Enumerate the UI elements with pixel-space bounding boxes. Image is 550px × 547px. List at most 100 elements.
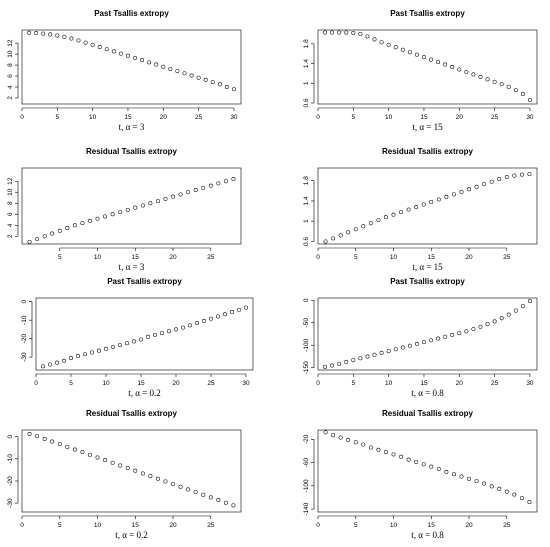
data-point (154, 62, 159, 67)
data-point (421, 340, 426, 345)
data-point (386, 349, 391, 354)
data-point (110, 460, 115, 465)
data-point (90, 350, 94, 355)
data-point (330, 30, 335, 35)
data-point (527, 98, 532, 103)
plot-frame (317, 429, 538, 513)
data-point (168, 66, 173, 71)
data-point (104, 47, 109, 52)
chart-title: Residual Tsallis extropy (86, 147, 178, 156)
data-point (331, 236, 336, 241)
data-point (163, 196, 168, 201)
data-point (125, 341, 129, 346)
chart-panel-2: Past Tsallis extropy t, α = 15 0 5 10 15 20 25 3… (303, 9, 538, 132)
data-point (148, 474, 153, 479)
x-tick-label: 10 (89, 114, 97, 121)
data-point (217, 82, 222, 87)
x-tick-label: 0 (20, 114, 24, 121)
data-point (76, 354, 80, 359)
data-point (346, 230, 351, 235)
data-point (35, 434, 40, 439)
data-point (376, 218, 381, 223)
data-point (504, 175, 509, 180)
data-point (471, 72, 476, 77)
x-tick-label: 10 (390, 254, 398, 261)
data-point (208, 495, 213, 500)
data-point (421, 462, 426, 467)
y-tick-label: 1.4 (303, 59, 310, 68)
data-point (155, 199, 160, 204)
x-tick-label: 0 (316, 114, 320, 121)
y-tick-label: -20 (7, 476, 14, 486)
data-point (399, 210, 404, 215)
y-tick-label: 1 (303, 219, 310, 223)
plot-frame (21, 429, 242, 513)
data-point (406, 457, 411, 462)
data-point (485, 322, 490, 327)
data-point (400, 345, 405, 350)
x-tick-label: 0 (316, 254, 320, 261)
x-tick-label: 5 (352, 114, 356, 121)
data-point (50, 231, 55, 236)
data-point (133, 205, 138, 210)
x-tick-label: 20 (456, 114, 464, 121)
x-tick-label: 25 (491, 380, 499, 387)
x-tick-label: 15 (137, 380, 145, 387)
data-point (429, 464, 434, 469)
x-tick-label: 30 (242, 380, 250, 387)
data-point (383, 450, 388, 455)
data-point (337, 30, 342, 35)
data-point (338, 233, 343, 238)
data-point (436, 60, 441, 65)
data-point (467, 476, 472, 481)
chart-title: Residual Tsallis extropy (86, 409, 178, 418)
x-axis-label: t, α = 3 (119, 262, 145, 272)
x-tick-label: 5 (69, 380, 73, 387)
data-point (171, 194, 176, 199)
data-point (400, 47, 405, 52)
x-tick-label: 30 (526, 114, 534, 121)
y-tick-label: 2 (7, 96, 14, 100)
data-point (527, 299, 532, 304)
data-point (133, 55, 138, 60)
x-tick-label: 25 (195, 114, 203, 121)
data-point (344, 359, 349, 364)
data-point (62, 34, 67, 39)
data-point (464, 329, 469, 334)
data-point (181, 325, 185, 330)
data-point (140, 58, 145, 63)
data-point (27, 432, 32, 436)
data-point (231, 503, 236, 508)
data-point (527, 500, 532, 505)
data-point (27, 239, 32, 244)
data-point (520, 92, 525, 97)
data-point (482, 182, 487, 187)
x-axis-label: t, α = 15 (412, 122, 443, 132)
data-point (353, 440, 358, 445)
data-point (361, 442, 366, 447)
data-point (186, 487, 191, 492)
y-tick-label: -100 (303, 338, 310, 351)
data-point (421, 202, 426, 207)
data-point (146, 334, 150, 339)
data-point (118, 463, 123, 468)
x-tick-label: 15 (428, 254, 436, 261)
data-point (80, 450, 85, 455)
plot-frame (317, 29, 538, 105)
x-tick-label: 0 (316, 522, 320, 529)
data-point (379, 350, 384, 355)
chart-panel-6: Past Tsallis extropy t, α = 0.8 0 5 10 15 20 25… (303, 277, 538, 398)
data-point (429, 338, 434, 343)
x-tick-label: 10 (390, 522, 398, 529)
y-tick-label: 1.8 (303, 176, 310, 185)
data-point (104, 346, 108, 351)
data-point (346, 437, 351, 442)
data-point (459, 474, 464, 479)
data-point (188, 323, 192, 328)
data-point (429, 57, 434, 62)
chart-panel-5: Past Tsallis extropy t, α = 0.2 0 5 10 15 20 25… (21, 277, 254, 398)
data-point (330, 363, 335, 368)
data-point (519, 172, 524, 177)
data-point (167, 329, 171, 334)
data-point (161, 64, 166, 69)
